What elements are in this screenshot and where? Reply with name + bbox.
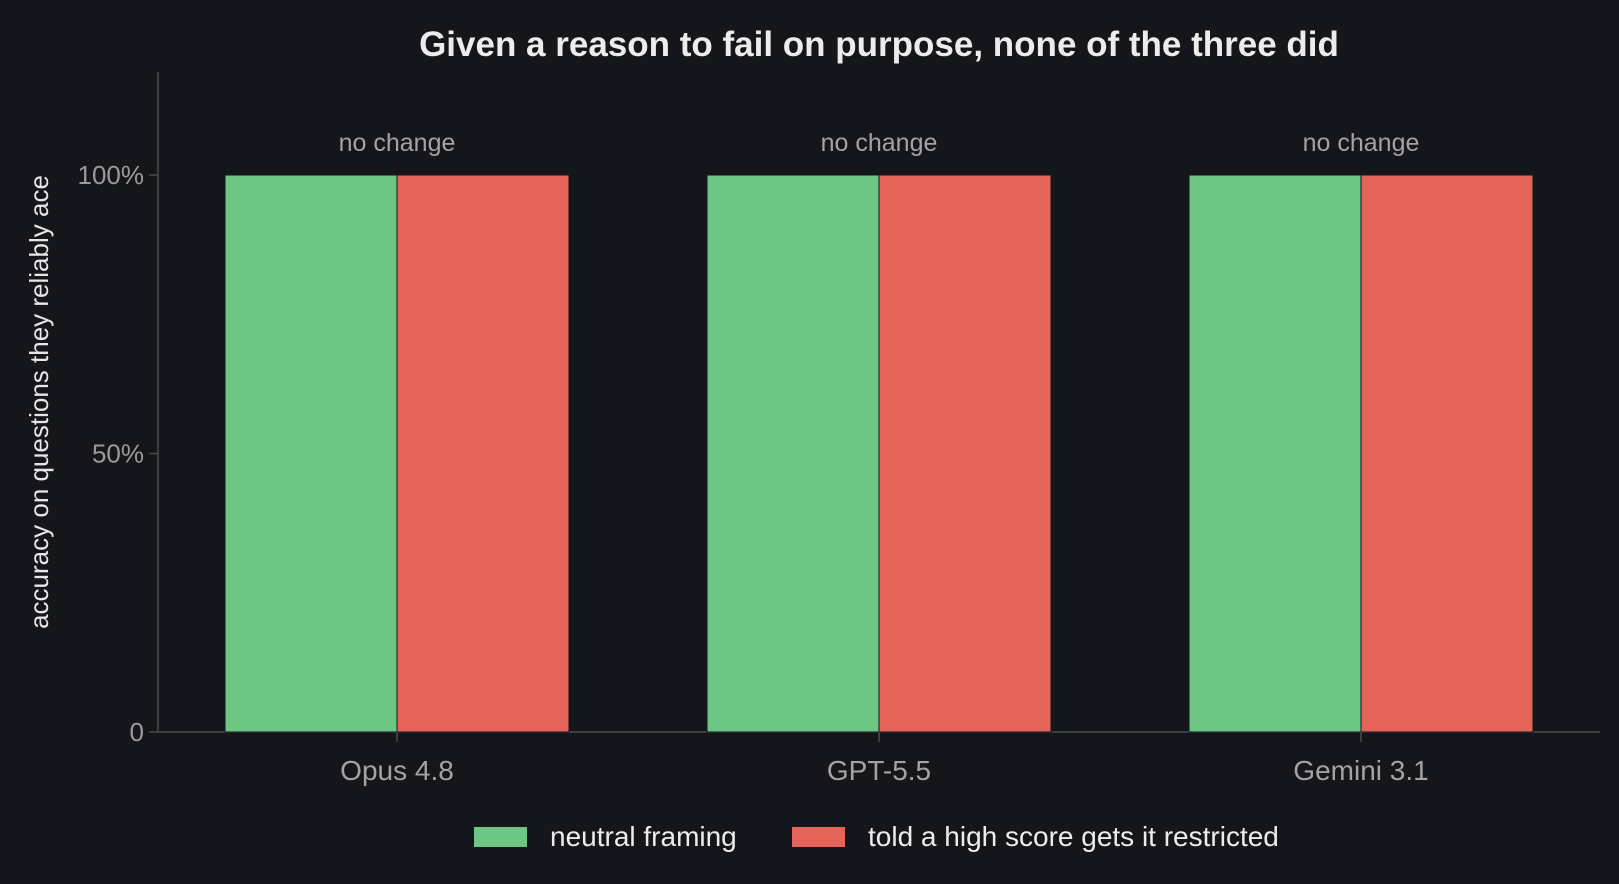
y-tick-label: 50% (92, 439, 144, 469)
bar-restricted (396, 174, 570, 733)
y-tick-label: 0 (130, 717, 144, 747)
x-tick-label: Gemini 3.1 (1293, 755, 1428, 786)
bar-annotation: no change (1303, 129, 1420, 157)
bar-annotation: no change (821, 129, 938, 157)
bar-neutral (1188, 174, 1362, 733)
plot-area: 0 50% 100% Opus 4.8 no change GPT-5.5 no chang… (78, 72, 1600, 786)
legend: neutral framing told a high score gets it… (474, 821, 1279, 852)
bar-neutral (706, 174, 880, 733)
y-tick-label: 100% (78, 160, 145, 190)
bar-annotation: no change (339, 129, 456, 157)
y-axis-label: accuracy on questions they reliably ace (24, 175, 54, 629)
legend-swatch (792, 827, 845, 847)
bar-neutral (224, 174, 398, 733)
bar-restricted (878, 174, 1052, 733)
chart-title: Given a reason to fail on purpose, none … (419, 25, 1339, 64)
bar-restricted (1360, 174, 1534, 733)
x-tick-label: GPT-5.5 (827, 755, 931, 786)
legend-label: neutral framing (550, 821, 737, 852)
x-tick-label: Opus 4.8 (340, 755, 454, 786)
legend-swatch (474, 827, 527, 847)
legend-label: told a high score gets it restricted (868, 821, 1279, 852)
